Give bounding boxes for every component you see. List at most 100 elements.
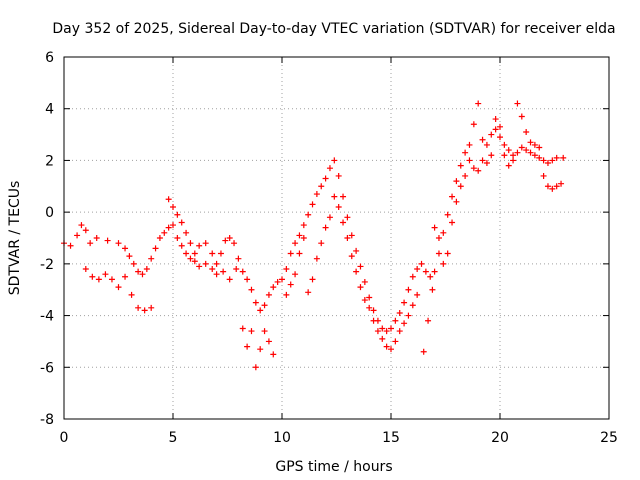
data-point bbox=[165, 196, 172, 203]
data-point bbox=[170, 203, 176, 210]
data-point bbox=[497, 123, 503, 130]
data-point bbox=[383, 328, 390, 335]
data-point bbox=[130, 260, 137, 267]
x-tick-label: 15 bbox=[382, 430, 400, 446]
data-point bbox=[466, 157, 473, 164]
grid-lines bbox=[64, 57, 609, 419]
data-point bbox=[409, 302, 416, 309]
y-tick-label: 4 bbox=[45, 102, 54, 118]
data-point bbox=[431, 268, 438, 275]
data-point bbox=[483, 160, 490, 167]
data-point bbox=[170, 222, 176, 229]
data-point bbox=[457, 162, 464, 169]
data-point bbox=[300, 222, 307, 229]
data-point bbox=[396, 328, 403, 335]
data-point bbox=[257, 307, 264, 314]
data-point bbox=[305, 289, 312, 296]
data-point bbox=[115, 284, 122, 291]
data-point bbox=[115, 240, 122, 247]
data-point bbox=[425, 317, 432, 324]
data-point bbox=[440, 229, 447, 236]
data-point bbox=[396, 309, 403, 316]
y-tick-label: -4 bbox=[40, 309, 54, 325]
data-point bbox=[209, 266, 216, 273]
data-point bbox=[217, 250, 224, 257]
data-point bbox=[248, 328, 255, 335]
data-point bbox=[462, 149, 469, 156]
data-point bbox=[453, 178, 460, 185]
data-point bbox=[231, 240, 238, 247]
data-point bbox=[143, 266, 150, 273]
data-point bbox=[252, 299, 259, 306]
data-point bbox=[104, 237, 111, 244]
data-point bbox=[122, 245, 129, 252]
data-point bbox=[187, 240, 194, 247]
data-point bbox=[427, 273, 434, 280]
data-point bbox=[213, 260, 220, 267]
y-tick-label: 2 bbox=[45, 153, 54, 169]
data-point bbox=[331, 193, 338, 200]
data-point bbox=[353, 247, 360, 254]
data-point bbox=[527, 139, 534, 146]
data-point bbox=[270, 351, 277, 358]
data-point bbox=[492, 116, 499, 123]
data-point bbox=[326, 214, 333, 221]
data-point bbox=[553, 154, 560, 161]
data-point bbox=[527, 149, 534, 156]
data-point bbox=[226, 235, 233, 241]
data-point bbox=[340, 219, 347, 226]
data-point bbox=[183, 250, 190, 257]
data-point bbox=[196, 242, 203, 249]
data-point bbox=[523, 128, 530, 135]
data-point bbox=[379, 325, 386, 332]
data-point bbox=[252, 364, 259, 371]
data-point bbox=[470, 121, 477, 128]
data-point bbox=[457, 183, 464, 190]
data-point bbox=[488, 152, 495, 159]
data-point bbox=[483, 141, 490, 148]
data-point bbox=[392, 317, 399, 324]
data-point bbox=[501, 152, 508, 159]
x-tick-label: 10 bbox=[273, 430, 291, 446]
data-point bbox=[261, 302, 268, 309]
x-axis-label: GPS time / hours bbox=[275, 459, 392, 475]
data-point bbox=[226, 276, 233, 283]
data-point bbox=[420, 348, 427, 355]
data-point bbox=[366, 294, 373, 301]
data-point bbox=[305, 211, 312, 218]
data-point bbox=[122, 273, 129, 280]
data-point bbox=[422, 268, 429, 275]
data-point bbox=[536, 154, 543, 161]
data-point bbox=[492, 126, 499, 133]
data-point bbox=[449, 193, 456, 200]
data-point bbox=[235, 255, 242, 262]
data-point bbox=[414, 291, 421, 298]
data-point bbox=[361, 278, 368, 285]
data-point bbox=[449, 219, 456, 226]
data-point bbox=[405, 286, 412, 293]
chart-title: Day 352 of 2025, Sidereal Day-to-day VTE… bbox=[52, 21, 615, 37]
data-point bbox=[553, 183, 560, 190]
x-tick-label: 25 bbox=[600, 430, 618, 446]
data-point bbox=[74, 232, 81, 239]
data-point bbox=[444, 250, 451, 257]
data-point bbox=[470, 165, 477, 172]
data-point bbox=[536, 144, 543, 151]
data-point bbox=[248, 286, 255, 293]
data-point bbox=[322, 175, 329, 182]
data-point bbox=[300, 235, 307, 241]
data-point bbox=[505, 147, 512, 154]
data-point bbox=[152, 245, 159, 252]
data-point bbox=[531, 141, 538, 148]
data-point bbox=[174, 211, 181, 218]
data-point bbox=[531, 152, 538, 159]
data-point bbox=[514, 149, 521, 156]
data-point bbox=[540, 172, 547, 179]
data-point bbox=[401, 299, 408, 306]
data-point bbox=[357, 284, 364, 291]
data-point bbox=[331, 157, 338, 164]
data-point bbox=[292, 240, 299, 247]
data-point bbox=[296, 250, 303, 257]
data-point bbox=[388, 325, 394, 332]
